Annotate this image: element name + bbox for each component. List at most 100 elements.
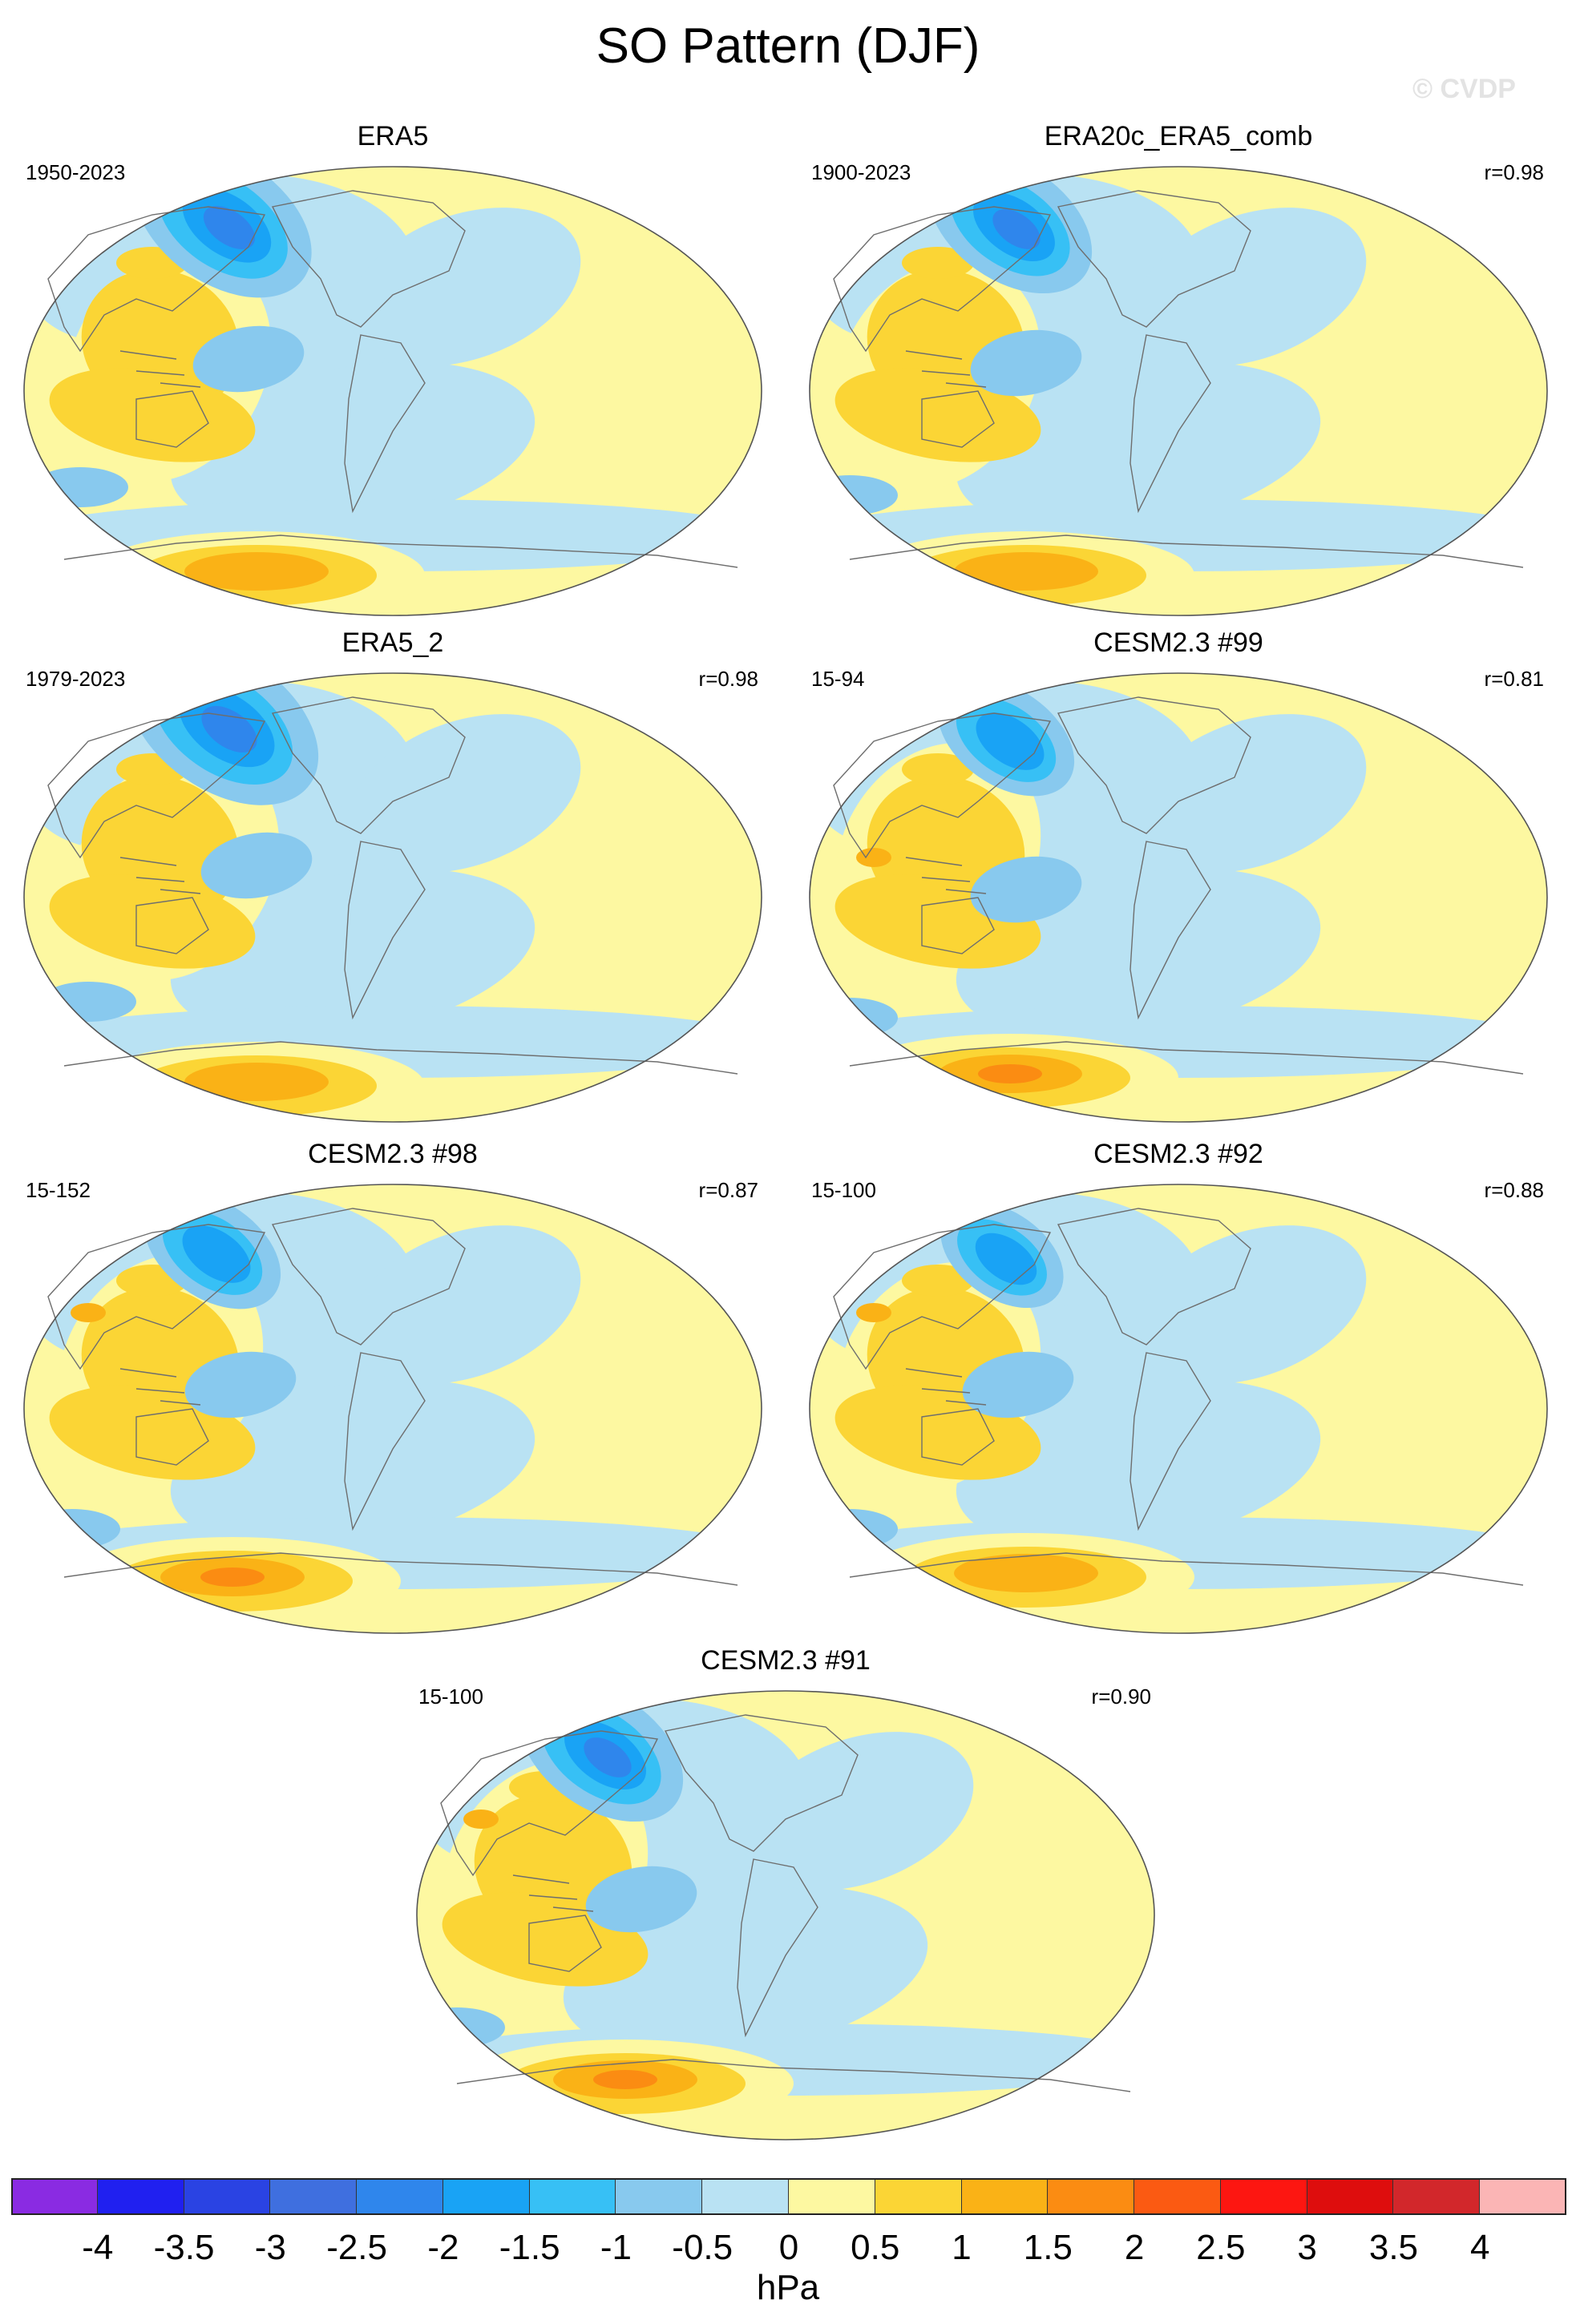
- negative-atlantic-north: [1134, 1225, 1367, 1384]
- negative-atlantic-north: [1134, 714, 1367, 873]
- negative-aleutian-2: [203, 206, 256, 249]
- negative-atlantic-north: [349, 208, 581, 366]
- colorbar-swatch: [1134, 2178, 1221, 2215]
- positive-local-cell: [463, 1810, 499, 1829]
- colorbar-swatch: [442, 2178, 530, 2215]
- panel-period: 1900-2023: [811, 160, 911, 184]
- panel-cesm-99: CESM2.3 #99 15-94 r=0.81: [802, 625, 1555, 1138]
- colorbar-tick-label: -3: [254, 2228, 286, 2267]
- colorbar-tick-label: -1.5: [499, 2228, 560, 2267]
- negative-south-pacific: [170, 868, 535, 1039]
- negative-aleutian-2: [584, 1737, 632, 1777]
- panel-cesm-98: CESM2.3 #98 15-152 r=0.87: [16, 1136, 770, 1649]
- coast-asia: [833, 712, 1052, 859]
- negative-atlantic-north: [742, 1732, 974, 1890]
- panel-title: ERA5: [357, 121, 429, 151]
- coast-south-america: [1129, 1352, 1211, 1531]
- panel-correlation: r=0.98: [1484, 160, 1544, 184]
- coast-australia: [135, 390, 209, 448]
- coast-antarctica: [63, 535, 738, 568]
- coast-australia: [921, 897, 995, 954]
- colorbar-swatch: [961, 2178, 1049, 2215]
- negative-aleutian-2: [992, 209, 1041, 249]
- map-border: [809, 166, 1548, 616]
- coastlines: [833, 1208, 1524, 1586]
- map-cesm-92: [809, 1184, 1548, 1634]
- panel-period: 15-100: [811, 1178, 876, 1202]
- coastlines: [47, 696, 738, 1075]
- positive-local-cell: [856, 1303, 891, 1322]
- panel-era20c-era5-comb: ERA20c_ERA5_comb 1900-2023 r=0.98: [802, 119, 1555, 631]
- coast-asia: [47, 1224, 266, 1370]
- coast-australia: [921, 1408, 995, 1466]
- panel-title: CESM2.3 #91: [701, 1645, 871, 1676]
- coast-maritime-continent: [119, 350, 201, 388]
- negative-southern-ocean-cell: [24, 1509, 120, 1549]
- coastlines: [833, 696, 1524, 1075]
- panel-cesm-92: CESM2.3 #92 15-100 r=0.88: [802, 1136, 1555, 1649]
- map-border: [809, 1184, 1548, 1634]
- negative-south-pacific: [956, 1379, 1321, 1551]
- coast-asia: [833, 206, 1052, 353]
- colorbar-tick-label: -3.5: [153, 2228, 215, 2267]
- coast-antarctica: [849, 1041, 1524, 1075]
- colorbar-swatch: [1048, 2178, 1135, 2215]
- panel-period: 1950-2023: [26, 160, 126, 184]
- negative-aleutian-15: [182, 1225, 251, 1283]
- cvdp-watermark: © CVDP: [1412, 74, 1516, 104]
- colorbar: [11, 2178, 1566, 2215]
- positive-antarctic-2: [593, 2070, 657, 2089]
- positive-antarctic-15: [954, 1554, 1098, 1592]
- panel-cesm-91: CESM2.3 #91 15-100 r=0.90: [409, 1643, 1162, 2156]
- negative-south-pacific-cell: [585, 1866, 697, 1933]
- map-border: [809, 672, 1548, 1123]
- negative-south-pacific: [956, 361, 1321, 533]
- colorbar-swatch: [1480, 2178, 1566, 2215]
- negative-atlantic-north: [1134, 208, 1367, 366]
- negative-south-pacific: [170, 1379, 535, 1551]
- coast-asia: [47, 206, 266, 353]
- coast-south-america: [344, 841, 426, 1020]
- colorbar-swatch: [11, 2178, 98, 2215]
- positive-antarctic-2: [978, 1064, 1042, 1083]
- coast-asia: [833, 1224, 1052, 1370]
- panel-correlation: r=0.90: [1091, 1684, 1151, 1709]
- positive-subtropical-north: [902, 247, 974, 279]
- coast-north-america: [271, 190, 466, 328]
- panel-period: 1979-2023: [26, 667, 126, 691]
- coast-south-america: [737, 1858, 818, 2038]
- colorbar-tick-label: 2: [1124, 2228, 1145, 2267]
- colorbar-tick-label: 2.5: [1196, 2228, 1246, 2267]
- panel-correlation: r=0.87: [698, 1178, 758, 1202]
- colorbar-tick-label: -2.5: [326, 2228, 388, 2267]
- map-cesm-99: [809, 672, 1548, 1123]
- colorbar-swatch: [616, 2178, 703, 2215]
- panel-correlation: r=0.81: [1484, 667, 1544, 691]
- figure-title: SO Pattern (DJF): [596, 18, 980, 74]
- coast-australia: [528, 1914, 602, 1972]
- coast-antarctica: [849, 535, 1524, 568]
- colorbar-tick-label: -1: [600, 2228, 632, 2267]
- colorbar-tick-label: 3.5: [1368, 2228, 1419, 2267]
- coast-north-america: [271, 1208, 466, 1346]
- map-cesm-91: [416, 1690, 1155, 2140]
- positive-indo-australian: [49, 368, 256, 462]
- negative-south-pacific-cell: [184, 1351, 297, 1418]
- colorbar-tick-label: 3: [1297, 2228, 1317, 2267]
- coast-maritime-continent: [905, 350, 987, 388]
- colorbar-frame: [11, 2178, 1566, 2215]
- coast-antarctica: [63, 1041, 738, 1075]
- panel-title: ERA20c_ERA5_comb: [1044, 121, 1313, 151]
- map-border: [23, 166, 762, 616]
- negative-south-pacific-cell: [200, 832, 313, 899]
- map-cesm-98: [23, 1184, 762, 1634]
- colorbar-units: hPa: [756, 2268, 820, 2307]
- panel-period: 15-152: [26, 1178, 91, 1202]
- colorbar-tick-label: -4: [82, 2228, 114, 2267]
- positive-local-cell: [856, 848, 891, 867]
- negative-south-pacific-cell: [970, 856, 1082, 923]
- contour-field: [24, 1184, 762, 1633]
- panel-correlation: r=0.98: [698, 667, 758, 691]
- coast-australia: [921, 390, 995, 448]
- panel-era5-2: ERA5_2 1979-2023 r=0.98: [16, 625, 770, 1138]
